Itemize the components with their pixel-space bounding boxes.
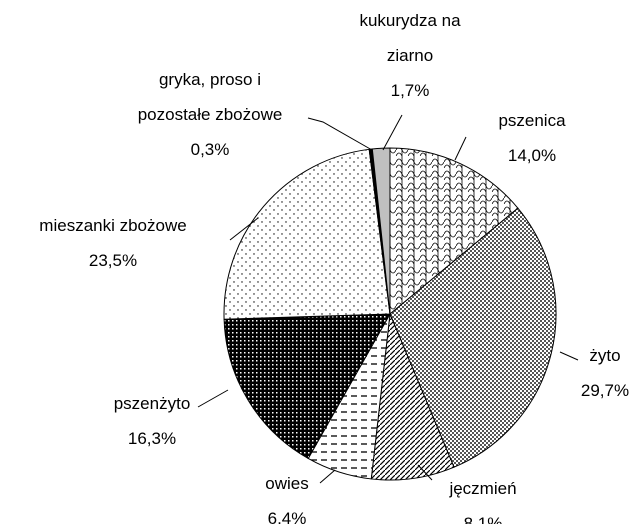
leader-line	[559, 351, 579, 361]
slice-label: kukurydza na ziarno 1,7%	[359, 11, 461, 100]
slice-label: owies 6,4%	[265, 474, 309, 524]
slice-label: żyto 29,7%	[580, 346, 630, 400]
leader-lines	[197, 114, 579, 484]
slice-label: gryka, proso i pozostałe zbożowe 0,3%	[137, 70, 283, 159]
pie-slice	[371, 147, 391, 315]
slice-label: mieszanki zbożowe 23,5%	[39, 216, 187, 270]
pie-slice	[389, 147, 519, 316]
slice-label: pszenżyto 16,3%	[113, 394, 191, 448]
leader-line	[417, 464, 433, 481]
leader-line	[229, 217, 259, 241]
leader-line	[382, 114, 403, 151]
pie-slice	[223, 313, 391, 460]
slice-label: pszenica 14,0%	[498, 111, 566, 165]
pie-slice	[223, 148, 391, 320]
leader-line	[454, 136, 467, 161]
slice-label: jęczmień 8,1%	[449, 479, 517, 524]
pie-slice	[389, 207, 557, 468]
slices	[223, 147, 557, 481]
leader-line	[197, 389, 229, 408]
leader-line	[319, 469, 336, 484]
leader-line	[307, 117, 373, 151]
